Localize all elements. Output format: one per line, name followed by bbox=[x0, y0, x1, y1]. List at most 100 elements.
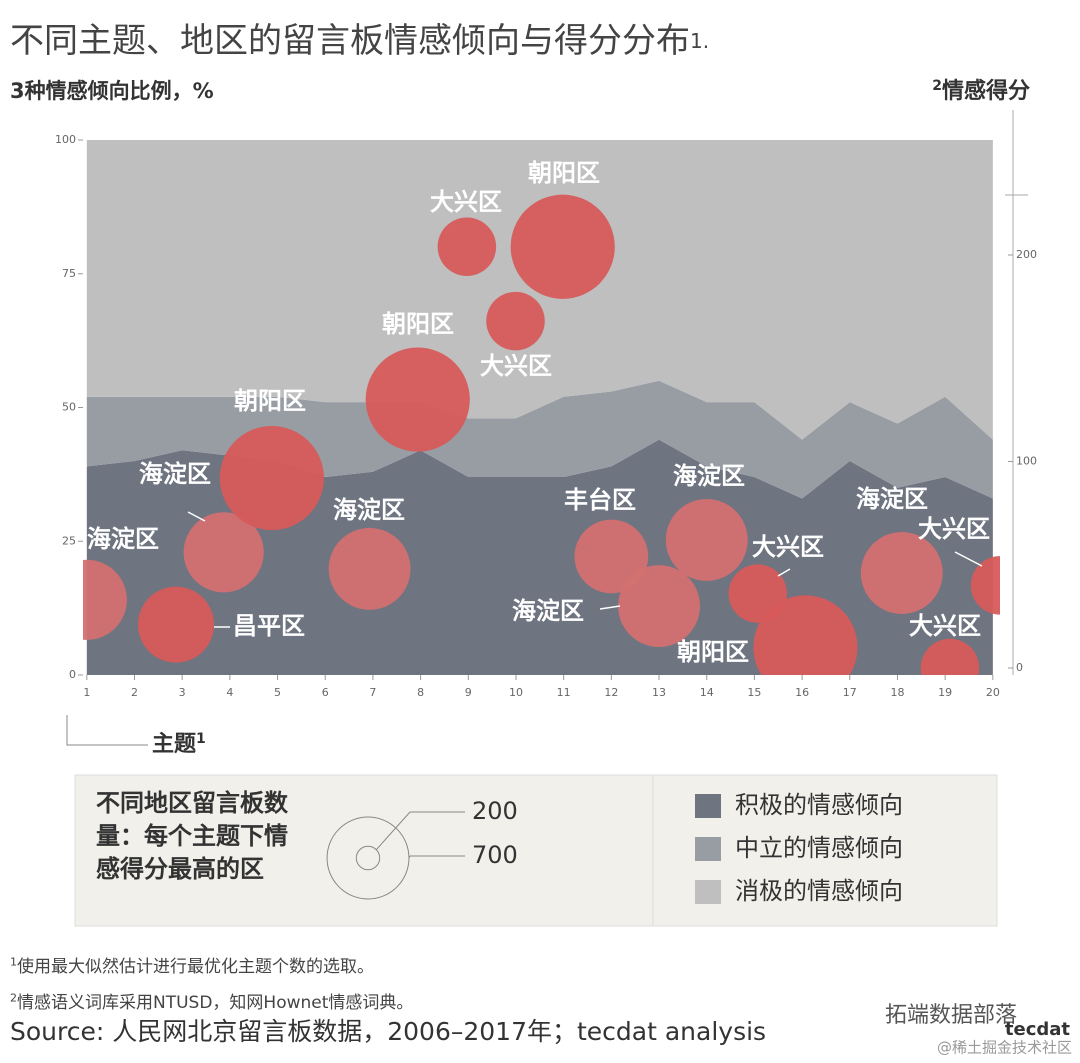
x-tick-label: 7 bbox=[369, 686, 376, 699]
watermark: @稀土掘金技术社区 bbox=[937, 1039, 1072, 1057]
bubble bbox=[137, 586, 215, 663]
x-tick-label: 14 bbox=[700, 686, 714, 699]
y2-tick-label: 100 bbox=[1016, 454, 1037, 467]
x-tick-label: 5 bbox=[274, 686, 281, 699]
bubble-label: 海淀区 bbox=[87, 525, 159, 553]
x-tick-label: 3 bbox=[179, 686, 186, 699]
legend-swatch bbox=[695, 837, 721, 861]
bubble bbox=[219, 425, 324, 531]
title-note: 1. bbox=[690, 29, 709, 53]
y2-tick-label: 200 bbox=[1016, 248, 1037, 261]
footnote-mark: 2 bbox=[10, 991, 17, 1005]
x-tick-label: 19 bbox=[938, 686, 952, 699]
label-leader bbox=[777, 568, 791, 577]
y-axis-label: 3种情感倾向比例，% bbox=[10, 79, 214, 103]
watermark: 拓端数据部落 bbox=[885, 1003, 1017, 1028]
bubble-label: 朝阳区 bbox=[234, 387, 306, 415]
legend-label: 积极的情感倾向 bbox=[735, 791, 903, 819]
x-tick-label: 1 bbox=[83, 686, 90, 699]
legend-swatch bbox=[695, 794, 721, 818]
bubble bbox=[328, 527, 411, 610]
label-leader bbox=[954, 551, 983, 567]
x-label-mark: 1 bbox=[196, 731, 206, 747]
bubble bbox=[183, 512, 264, 593]
bubble bbox=[437, 217, 497, 277]
x-tick-label: 20 bbox=[986, 686, 1000, 699]
bubble-label: 海淀区 bbox=[512, 597, 584, 625]
y-tick-label: 25 bbox=[62, 534, 76, 547]
bubble-label: 海淀区 bbox=[856, 485, 928, 513]
size-legend-label: 200 bbox=[472, 797, 518, 825]
bubble-label: 朝阳区 bbox=[677, 638, 749, 666]
bubble-label: 大兴区 bbox=[918, 515, 990, 543]
x-tick-label: 15 bbox=[747, 686, 761, 699]
size-legend-label: 700 bbox=[472, 841, 518, 869]
bubble-label: 朝阳区 bbox=[528, 159, 600, 187]
bubble-label: 丰台区 bbox=[564, 486, 636, 514]
label-leader bbox=[187, 511, 206, 522]
x-tick-label: 4 bbox=[226, 686, 233, 699]
footnote: 1使用最大似然估计进行最优化主题个数的选取。 bbox=[10, 952, 374, 977]
bubble-label: 昌平区 bbox=[233, 612, 305, 640]
bubble-label: 朝阳区 bbox=[382, 310, 454, 338]
legend-swatch bbox=[695, 880, 721, 904]
bubble-label: 海淀区 bbox=[139, 460, 211, 488]
plot bbox=[83, 140, 1000, 675]
footnote-text: 使用最大似然估计进行最优化主题个数的选取。 bbox=[17, 957, 374, 977]
bubble bbox=[665, 499, 748, 581]
size-legend-title: 不同地区留言板数量：每个主题下情感得分最高的区 bbox=[96, 789, 288, 883]
y2-label-mark: 2 bbox=[932, 78, 942, 94]
x-tick-label: 16 bbox=[795, 686, 809, 699]
x-axis-label: 主题1 bbox=[152, 731, 206, 757]
y-tick-label: 0 bbox=[69, 668, 76, 681]
bubble bbox=[753, 595, 858, 675]
bubble bbox=[618, 565, 700, 647]
y-tick-label: 75 bbox=[62, 267, 76, 280]
x-tick-label: 11 bbox=[557, 686, 571, 699]
footnote: 2情感语义词库采用NTUSD，知网Hownet情感词典。 bbox=[10, 988, 413, 1013]
x-tick-label: 8 bbox=[417, 686, 424, 699]
bubble bbox=[83, 559, 127, 640]
x-tick-label: 12 bbox=[604, 686, 618, 699]
bubble bbox=[860, 532, 943, 614]
watermark: tecdat bbox=[1005, 1019, 1071, 1040]
y2-tick-label: 0 bbox=[1016, 661, 1023, 674]
y2-axis-label: 2情感得分 bbox=[932, 78, 1030, 104]
label-leader bbox=[599, 605, 621, 610]
x-tick-label: 17 bbox=[843, 686, 857, 699]
bubble-label: 大兴区 bbox=[752, 533, 824, 561]
size-leader bbox=[375, 811, 411, 851]
bubble-label: 海淀区 bbox=[333, 496, 405, 524]
y-tick-label: 50 bbox=[62, 401, 76, 414]
bubble bbox=[574, 519, 649, 594]
bubble-label: 海淀区 bbox=[673, 462, 745, 490]
y2-label-text: 情感得分 bbox=[942, 78, 1030, 104]
title-text: 不同主题、地区的留言板情感倾向与得分分布 bbox=[10, 21, 690, 61]
x-tick-label: 13 bbox=[652, 686, 666, 699]
bubble bbox=[920, 638, 980, 675]
size-legend-circle bbox=[326, 816, 410, 900]
bubble-label: 大兴区 bbox=[480, 352, 552, 380]
source: Source: 人民网北京留言板数据，2006–2017年；tecdat ana… bbox=[10, 1017, 767, 1046]
bubble bbox=[365, 347, 470, 452]
bubble bbox=[486, 291, 545, 351]
y-tick-label: 100 bbox=[55, 133, 76, 146]
x-tick-label: 18 bbox=[890, 686, 904, 699]
size-leader bbox=[408, 855, 411, 859]
x-label-text: 主题 bbox=[152, 732, 197, 757]
legend-box bbox=[74, 774, 998, 927]
bubble bbox=[510, 194, 615, 299]
legend-label: 中立的情感倾向 bbox=[735, 834, 903, 862]
x-tick-label: 6 bbox=[322, 686, 329, 699]
chart-title: 不同主题、地区的留言板情感倾向与得分分布1. bbox=[10, 21, 709, 61]
bubble bbox=[970, 556, 1000, 615]
footnote-mark: 1 bbox=[10, 955, 17, 969]
x-tick-label: 2 bbox=[131, 686, 138, 699]
legend-label: 消极的情感倾向 bbox=[735, 877, 903, 905]
x-tick-label: 10 bbox=[509, 686, 523, 699]
x-label-leader bbox=[66, 715, 148, 746]
size-legend-circle bbox=[355, 845, 381, 871]
bubble-label: 大兴区 bbox=[909, 612, 981, 640]
